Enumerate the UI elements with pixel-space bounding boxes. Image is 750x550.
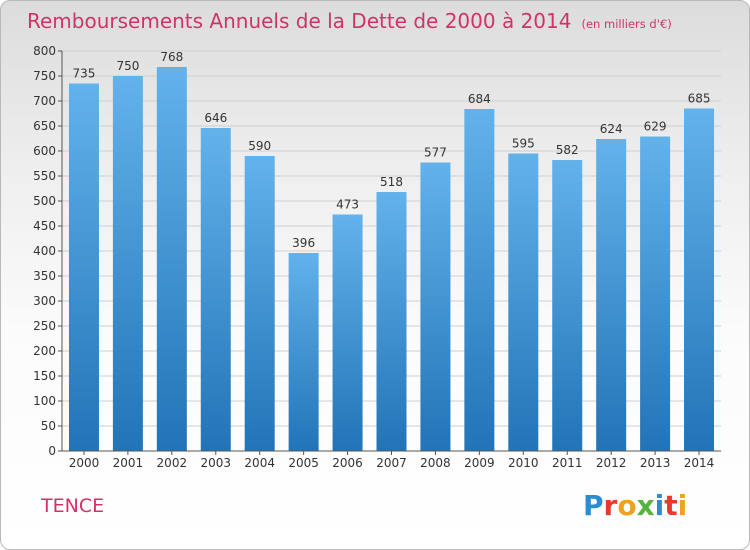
bar	[508, 153, 539, 451]
bar-value-label: 595	[512, 137, 535, 151]
commune-name: TENCE	[41, 495, 105, 517]
x-tick-label: 2009	[464, 456, 495, 470]
bar-value-label: 582	[556, 143, 579, 157]
x-tick-label: 2005	[288, 456, 319, 470]
bar-value-label: 577	[424, 146, 447, 160]
bar-value-label: 768	[160, 50, 183, 64]
y-tick-label: 350	[33, 269, 56, 283]
bar	[464, 109, 495, 451]
y-tick-label: 650	[33, 119, 56, 133]
x-tick-label: 2011	[552, 456, 583, 470]
y-tick-label: 0	[48, 444, 56, 458]
x-tick-label: 2004	[244, 456, 275, 470]
y-tick-label: 100	[33, 394, 56, 408]
y-tick-label: 600	[33, 144, 56, 158]
bar-value-label: 685	[688, 92, 711, 106]
x-tick-label: 2002	[157, 456, 188, 470]
bar	[420, 162, 451, 451]
y-tick-label: 800	[33, 44, 56, 58]
x-tick-label: 2006	[332, 456, 363, 470]
bar-value-label: 684	[468, 92, 491, 106]
bar	[596, 139, 627, 451]
x-tick-label: 2003	[200, 456, 231, 470]
y-tick-label: 500	[33, 194, 56, 208]
y-tick-label: 750	[33, 69, 56, 83]
bar-value-label: 750	[116, 59, 139, 73]
y-tick-label: 150	[33, 369, 56, 383]
bar	[68, 83, 99, 451]
bar	[376, 192, 407, 451]
x-tick-label: 2007	[376, 456, 407, 470]
x-tick-label: 2013	[640, 456, 671, 470]
bar	[200, 128, 231, 451]
bar	[156, 67, 187, 451]
bar-value-label: 518	[380, 175, 403, 189]
bar	[684, 108, 715, 451]
y-tick-label: 200	[33, 344, 56, 358]
bar	[332, 214, 363, 451]
bar-value-label: 646	[204, 111, 227, 125]
bar-value-label: 473	[336, 198, 359, 212]
y-tick-label: 250	[33, 319, 56, 333]
x-tick-label: 2012	[596, 456, 627, 470]
bar	[244, 156, 275, 451]
bar	[640, 136, 671, 451]
y-tick-label: 300	[33, 294, 56, 308]
x-tick-label: 2010	[508, 456, 539, 470]
chart-unit: (en milliers d'€)	[581, 17, 672, 31]
bar	[288, 253, 319, 451]
y-tick-label: 700	[33, 94, 56, 108]
chart-title-text: Remboursements Annuels de la Dette de 20…	[27, 9, 572, 33]
bar-value-label: 735	[73, 67, 96, 81]
bar-value-label: 590	[248, 139, 271, 153]
bar	[552, 160, 583, 451]
chart-title: Remboursements Annuels de la Dette de 20…	[27, 9, 672, 33]
bar-value-label: 624	[600, 122, 623, 136]
x-tick-label: 2000	[69, 456, 100, 470]
y-tick-label: 450	[33, 219, 56, 233]
y-tick-label: 550	[33, 169, 56, 183]
bar	[112, 76, 143, 451]
y-tick-label: 50	[41, 419, 56, 433]
y-tick-label: 400	[33, 244, 56, 258]
x-tick-label: 2014	[684, 456, 715, 470]
proxiti-logo[interactable]: Proxiti	[583, 489, 688, 522]
x-tick-label: 2001	[113, 456, 144, 470]
bar-value-label: 629	[644, 120, 667, 134]
x-tick-label: 2008	[420, 456, 451, 470]
bar-value-label: 396	[292, 236, 315, 250]
